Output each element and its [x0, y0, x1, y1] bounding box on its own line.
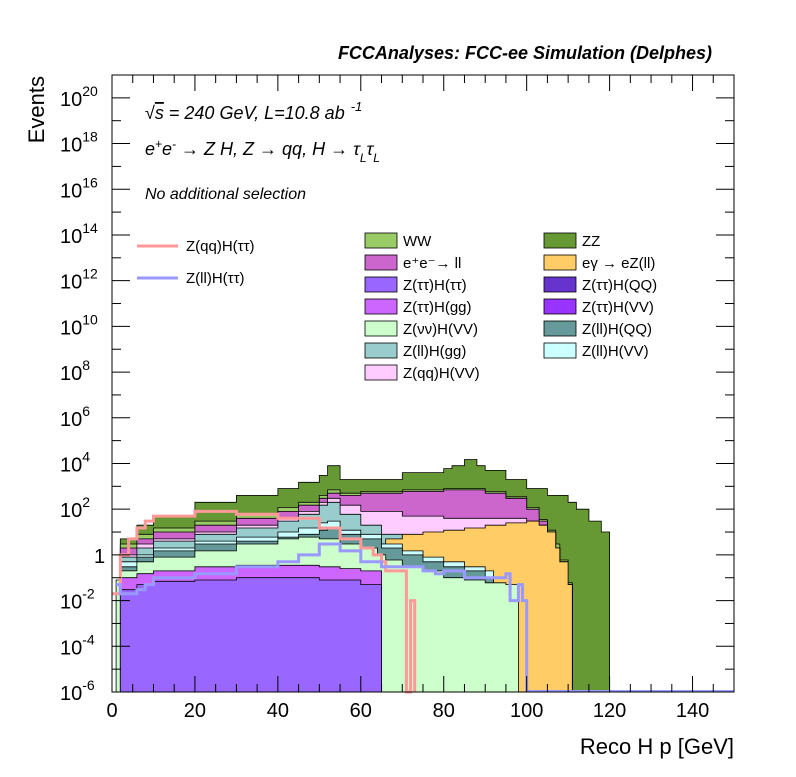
- y-tick-label: 104: [60, 448, 90, 476]
- stack-z-h-vv-: [116, 577, 382, 693]
- y-tick-label: 1018: [60, 129, 98, 157]
- legend-label: eγ → eZ(ll): [582, 255, 655, 272]
- legend-label: Z(ll)H(VV): [582, 343, 649, 360]
- annotation-selection: No additional selection: [145, 186, 306, 203]
- y-tick-label: 10-4: [60, 631, 95, 659]
- legend-swatch: [543, 254, 577, 271]
- line-z-qq-h-: [112, 509, 417, 694]
- legend-swatch: [543, 342, 577, 359]
- legend-label: Z(qq)H(VV): [403, 365, 480, 382]
- legend-left: Z(qq)H(ττ) Z(ll)H(ττ): [137, 238, 255, 287]
- y-tick-label: 1: [94, 546, 105, 568]
- legend-swatch: [364, 232, 398, 249]
- legend-swatch: [543, 276, 577, 293]
- legend-line-label: Z(ll)H(ττ): [186, 270, 245, 287]
- legend-swatch: [364, 276, 398, 293]
- legend-label: Z(ll)H(gg): [403, 343, 466, 360]
- legend-label: Z(ττ)H(ττ): [403, 277, 467, 294]
- legend-swatch: [364, 298, 398, 315]
- y-axis-ticks: 10-6 10-4 10-2 1 102 104 106 108 1010 1012 1014 101…: [60, 74, 734, 705]
- y-tick-label: 106: [60, 403, 90, 431]
- legend-swatch: [543, 232, 577, 249]
- legend-swatch: [543, 320, 577, 337]
- x-tick-label: 40: [267, 700, 289, 722]
- x-tick-label: 140: [676, 700, 709, 722]
- legend-label: Z(ττ)H(gg): [403, 299, 472, 316]
- y-axis-label: Events: [24, 76, 49, 143]
- x-tick-label: 0: [106, 700, 117, 722]
- y-tick-label: 1020: [60, 83, 98, 111]
- legend-swatch: [364, 342, 398, 359]
- line-z-ll-h-: [116, 542, 529, 692]
- legend-label: WW: [403, 233, 432, 250]
- y-tick-label: 1012: [60, 266, 98, 294]
- x-tick-label: 120: [593, 700, 626, 722]
- chart-title: FCCAnalyses: FCC-ee Simulation (Delphes): [338, 43, 712, 63]
- x-tick-label: 20: [184, 700, 206, 722]
- legend-label: Z(ll)H(QQ): [582, 321, 652, 338]
- legend-grid: WW ZZ e⁺e⁻→ ll eγ → eZ(ll) Z(ττ)H(ττ) Z(ττ)H(…: [364, 232, 657, 382]
- x-tick-label: 80: [433, 700, 455, 722]
- legend-line-label: Z(qq)H(ττ): [186, 238, 255, 255]
- legend-label: ZZ: [582, 233, 600, 250]
- legend-label: Z(ττ)H(VV): [582, 299, 654, 316]
- y-tick-label: 102: [60, 494, 90, 522]
- y-tick-label: 1016: [60, 174, 98, 202]
- annotation-energy: √s = 240 GeV, L=10.8 ab -1: [145, 99, 362, 123]
- legend-swatch: [543, 298, 577, 315]
- x-tick-label: 60: [350, 700, 372, 722]
- y-tick-label: 1014: [60, 220, 98, 248]
- y-tick-label: 10-6: [60, 677, 95, 705]
- y-tick-label: 10-2: [60, 586, 95, 614]
- x-axis-ticks: 0 20 40 60 80 100 120 140: [106, 75, 735, 722]
- legend-label: e⁺e⁻→ ll: [403, 255, 461, 272]
- y-tick-label: 108: [60, 357, 90, 385]
- legend-label: Z(ττ)H(QQ): [582, 277, 657, 294]
- y-tick-label: 1010: [60, 311, 98, 339]
- legend-swatch: [364, 254, 398, 271]
- annotation-process: e+e- → Z H, Z → qq, H → τLτL: [145, 137, 380, 165]
- legend-label: Z(νν)H(VV): [403, 321, 478, 338]
- legend-swatch: [364, 320, 398, 337]
- x-axis-label: Reco H p [GeV]: [580, 734, 734, 759]
- x-tick-label: 100: [510, 700, 543, 722]
- legend-swatch: [364, 364, 398, 381]
